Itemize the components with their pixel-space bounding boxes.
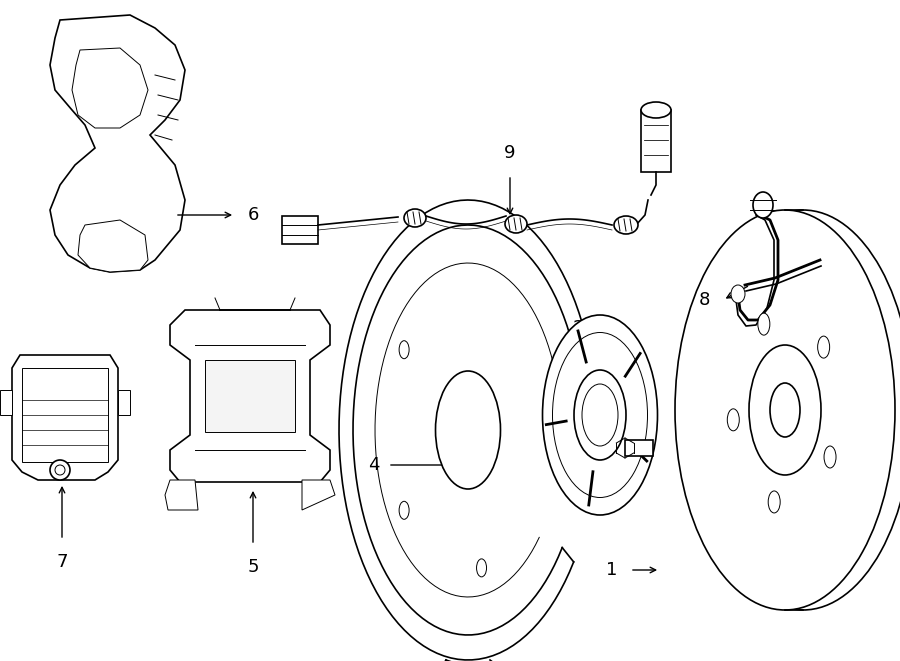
Polygon shape <box>118 390 130 415</box>
Ellipse shape <box>770 383 800 437</box>
Ellipse shape <box>753 192 773 218</box>
Ellipse shape <box>758 313 770 335</box>
Text: 6: 6 <box>248 206 259 224</box>
Polygon shape <box>50 15 185 272</box>
Bar <box>282 216 318 244</box>
Polygon shape <box>72 48 148 128</box>
Ellipse shape <box>824 446 836 468</box>
Polygon shape <box>12 355 118 480</box>
Text: 7: 7 <box>56 553 68 571</box>
Ellipse shape <box>399 340 410 359</box>
Circle shape <box>50 460 70 480</box>
Text: 1: 1 <box>606 561 617 579</box>
Text: 4: 4 <box>368 456 380 474</box>
Ellipse shape <box>817 336 830 358</box>
Polygon shape <box>22 368 108 462</box>
Ellipse shape <box>614 216 638 234</box>
Text: 9: 9 <box>504 144 516 162</box>
Polygon shape <box>0 390 12 415</box>
Ellipse shape <box>749 345 821 475</box>
Ellipse shape <box>641 102 671 118</box>
Text: 5: 5 <box>248 558 259 576</box>
Bar <box>205 360 295 432</box>
Bar <box>625 440 653 456</box>
Ellipse shape <box>505 215 527 233</box>
Text: 3: 3 <box>572 377 584 395</box>
Bar <box>641 110 671 172</box>
Ellipse shape <box>404 209 426 227</box>
Ellipse shape <box>582 384 618 446</box>
Polygon shape <box>302 480 335 510</box>
Text: 8: 8 <box>698 291 710 309</box>
Ellipse shape <box>436 371 500 489</box>
Ellipse shape <box>476 559 487 577</box>
Ellipse shape <box>769 491 780 513</box>
Ellipse shape <box>399 501 410 520</box>
Ellipse shape <box>727 408 739 431</box>
Text: 2: 2 <box>572 319 584 337</box>
Polygon shape <box>165 480 198 510</box>
Polygon shape <box>78 220 148 272</box>
Ellipse shape <box>675 210 895 610</box>
Ellipse shape <box>574 370 626 460</box>
Ellipse shape <box>543 315 658 515</box>
Polygon shape <box>170 310 330 482</box>
Ellipse shape <box>553 332 647 498</box>
Ellipse shape <box>731 285 745 303</box>
